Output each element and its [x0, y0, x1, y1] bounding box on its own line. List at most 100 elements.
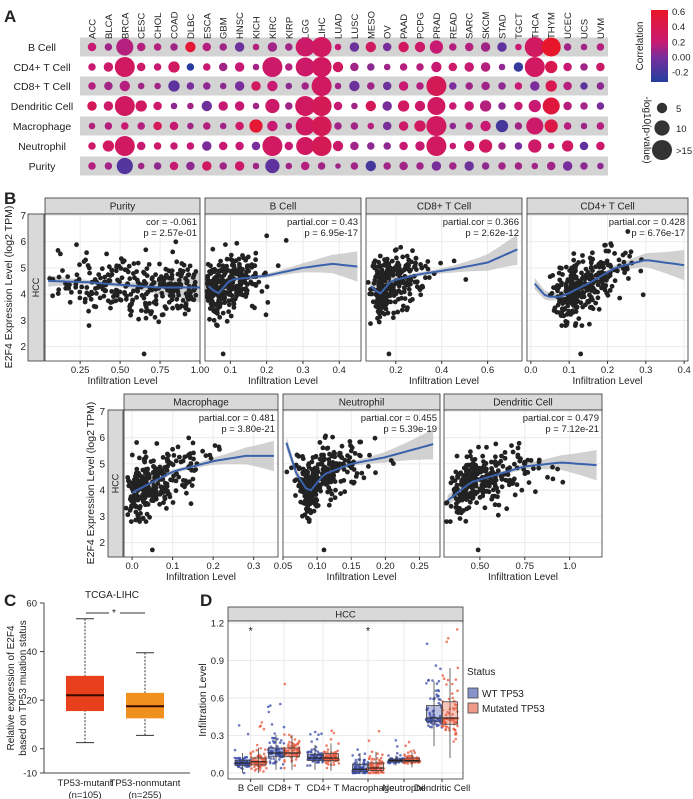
data-point — [390, 315, 396, 321]
x-tick-label: 0.2 — [601, 365, 614, 376]
bubble — [365, 100, 376, 112]
data-point — [253, 257, 258, 263]
data-point — [294, 452, 300, 458]
data-point — [292, 478, 298, 484]
data-point — [302, 493, 308, 499]
data-point — [314, 503, 319, 509]
bubble — [234, 62, 245, 72]
bubble — [465, 122, 473, 130]
data-point — [103, 288, 109, 294]
bubble — [596, 43, 605, 51]
data-point — [467, 499, 473, 505]
data-point — [223, 242, 228, 248]
data-point — [131, 271, 136, 276]
plot-area — [228, 621, 463, 779]
jitter-point — [407, 740, 411, 744]
data-point — [483, 481, 488, 486]
data-point — [579, 270, 584, 276]
bubble — [121, 122, 129, 130]
data-point — [56, 274, 62, 280]
confidence-band — [208, 251, 358, 298]
data-point — [370, 299, 376, 305]
column-label: KIRC — [268, 16, 279, 39]
facet-title: B Cell — [270, 202, 297, 213]
jitter-point — [427, 678, 431, 682]
jitter-point — [262, 770, 265, 773]
bubble — [235, 121, 244, 131]
bubble — [580, 82, 588, 90]
data-point — [390, 267, 396, 273]
bubble — [88, 142, 96, 150]
bubble — [596, 62, 605, 72]
box — [368, 762, 384, 771]
data-point — [190, 440, 196, 446]
data-point — [162, 494, 168, 500]
group-n-label: (n=255) — [128, 790, 161, 799]
jitter-point — [306, 751, 310, 755]
jitter-point — [269, 745, 273, 748]
data-point — [264, 284, 270, 290]
jitter-point — [427, 724, 430, 727]
data-point — [187, 263, 193, 269]
data-point — [137, 506, 143, 511]
row-label: Neutrophil — [18, 141, 66, 153]
data-point — [143, 476, 149, 482]
jitter-point — [438, 714, 442, 718]
bubble — [88, 82, 96, 90]
bubble — [332, 140, 344, 152]
data-point — [250, 281, 256, 287]
bubble — [464, 101, 474, 111]
data-point — [454, 501, 459, 506]
data-point — [131, 261, 137, 266]
jitter-point — [393, 762, 396, 765]
data-point — [400, 254, 406, 260]
data-point — [134, 482, 140, 487]
data-point — [300, 471, 306, 477]
data-point — [560, 301, 566, 306]
box — [268, 747, 284, 758]
data-point — [128, 519, 134, 524]
bubble — [202, 141, 212, 151]
data-point — [164, 272, 169, 278]
y-tick-label: 4 — [20, 290, 26, 301]
bubble — [449, 162, 457, 170]
data-point — [372, 265, 377, 271]
data-point — [183, 305, 189, 311]
data-point — [480, 453, 486, 459]
data-point — [468, 449, 473, 455]
data-point — [142, 486, 148, 492]
y-tick-label: 3 — [99, 512, 105, 523]
data-point — [173, 478, 179, 484]
data-point — [473, 489, 478, 495]
data-point — [626, 276, 631, 281]
data-point — [358, 453, 363, 459]
jitter-point — [336, 749, 340, 753]
column-label: LGG — [301, 19, 312, 39]
significance-marker: * — [366, 625, 371, 637]
bubble — [542, 97, 560, 115]
data-point — [175, 444, 181, 450]
jitter-point — [332, 763, 336, 766]
data-point — [359, 470, 365, 476]
data-point — [579, 323, 585, 328]
bubble — [218, 101, 228, 111]
data-point — [640, 292, 646, 298]
data-point — [444, 519, 449, 524]
data-point — [55, 248, 61, 253]
data-point — [146, 262, 152, 267]
jitter-point — [451, 713, 454, 716]
data-point — [166, 299, 172, 305]
data-point — [555, 466, 560, 472]
bubble — [252, 162, 260, 170]
jitter-point — [381, 753, 384, 756]
data-point — [426, 275, 432, 280]
data-point — [638, 268, 644, 274]
jitter-point — [310, 748, 314, 751]
data-point — [144, 273, 150, 279]
data-point — [367, 452, 372, 458]
y-tick-label: -10 — [23, 769, 37, 780]
bubble — [350, 122, 359, 130]
data-point — [101, 293, 107, 299]
jitter-point — [333, 751, 336, 754]
bubble — [398, 41, 409, 53]
